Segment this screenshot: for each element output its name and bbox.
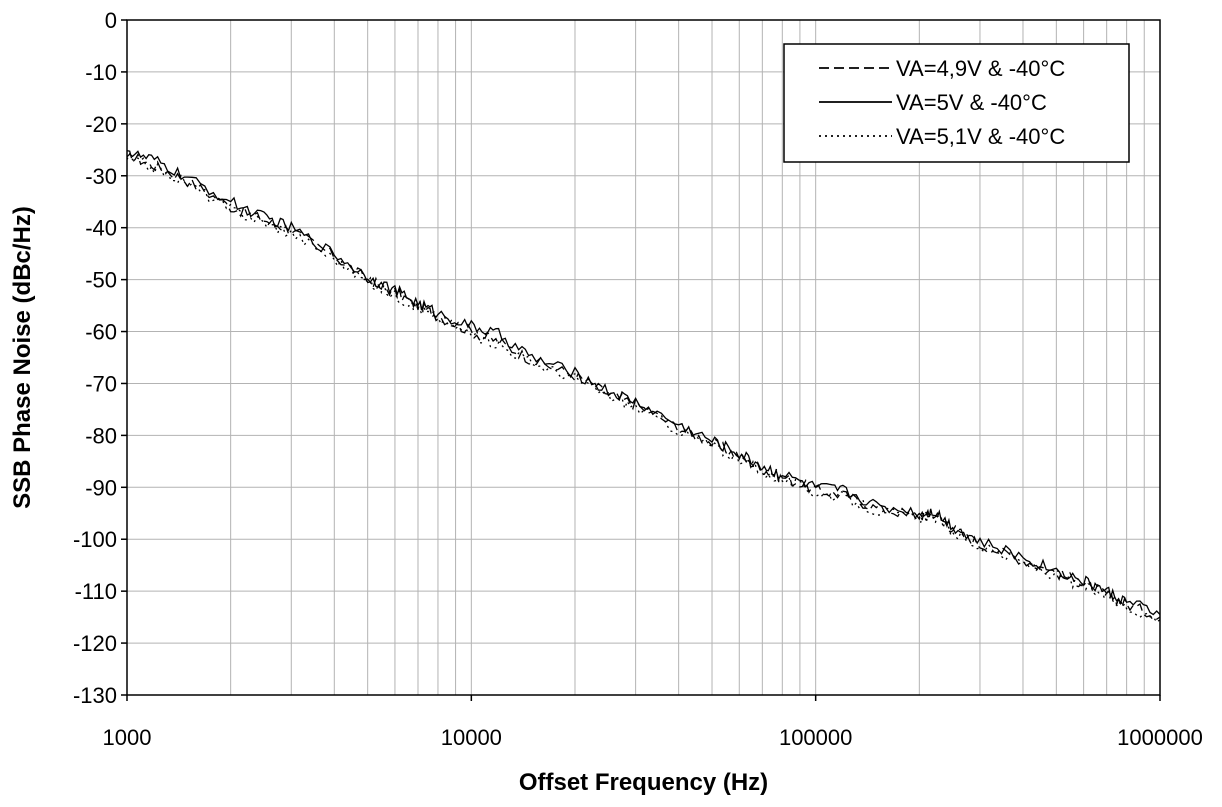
x-tick-label: 1000000 [1117,725,1203,750]
y-tick-label: -90 [85,475,117,500]
series-line-1 [126,149,1161,621]
x-gridlines [230,20,1145,695]
y-tick-label: -120 [73,631,117,656]
legend: VA=4,9V & -40°C VA=5V & -40°C VA=5,1V & -4… [783,43,1130,163]
y-tick-label: -130 [73,683,117,708]
series-lines [126,149,1161,624]
y-tick-label: -10 [85,60,117,85]
legend-label: VA=4,9V & -40°C [896,56,1065,81]
legend-box [783,43,1130,163]
x-axis-title: Offset Frequency (Hz) [519,769,768,796]
y-tick-label: -80 [85,423,117,448]
y-tick-label: -30 [85,164,117,189]
legend-label: VA=5,1V & -40°C [896,124,1065,149]
y-tick-label: -50 [85,268,117,293]
plot-area-frame [126,19,1161,696]
x-tick-labels: 1000 10000 100000 1000000 [103,695,1203,750]
legend-label: VA=5V & -40°C [896,90,1047,115]
y-axis-title: SSB Phase Noise (dBc/Hz) [9,206,36,509]
series-line-2 [126,150,1161,616]
y-gridlines [127,71,1160,644]
y-tick-label: 0 [105,8,117,33]
y-tick-label: -20 [85,112,117,137]
y-tick-label: -70 [85,371,117,396]
series-line-3 [126,152,1161,624]
y-tick-label: -110 [75,579,117,604]
y-tick-label: -100 [73,527,117,552]
y-tick-label: -60 [85,320,117,345]
x-tick-label: 10000 [441,725,502,750]
y-tick-label: -40 [85,216,117,241]
x-tick-label: 100000 [779,725,852,750]
x-tick-label: 1000 [103,725,152,750]
y-tick-labels: 0 -10 -20 -30 -40 -50 -60 -70 -80 -90 -100 -110 -120… [73,8,127,708]
